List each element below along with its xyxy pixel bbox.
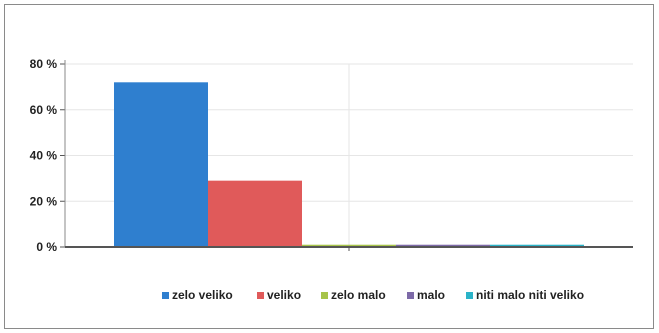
bar-niti-malo-niti-veliko [490, 244, 584, 247]
legend-label: zelo veliko [172, 288, 233, 302]
legend-label: niti malo niti veliko [476, 288, 584, 302]
chart-frame [4, 4, 654, 329]
bar-malo [396, 244, 490, 247]
y-tick-label: 60 % [30, 103, 58, 117]
y-tick-label: 80 % [30, 57, 58, 71]
legend-label: veliko [267, 288, 301, 302]
legend-swatch [321, 292, 328, 299]
legend-swatch [257, 292, 264, 299]
legend-swatch [466, 292, 473, 299]
bar-veliko [208, 180, 302, 247]
legend-swatch [407, 292, 414, 299]
bar-zelo-veliko [114, 82, 208, 247]
legend-label: malo [417, 288, 445, 302]
bar-zelo-malo [302, 244, 396, 247]
y-tick-label: 40 % [30, 149, 58, 163]
y-tick-label: 0 % [36, 240, 57, 254]
legend-label: zelo malo [331, 288, 386, 302]
legend-swatch [162, 292, 169, 299]
y-tick-label: 20 % [30, 194, 58, 208]
